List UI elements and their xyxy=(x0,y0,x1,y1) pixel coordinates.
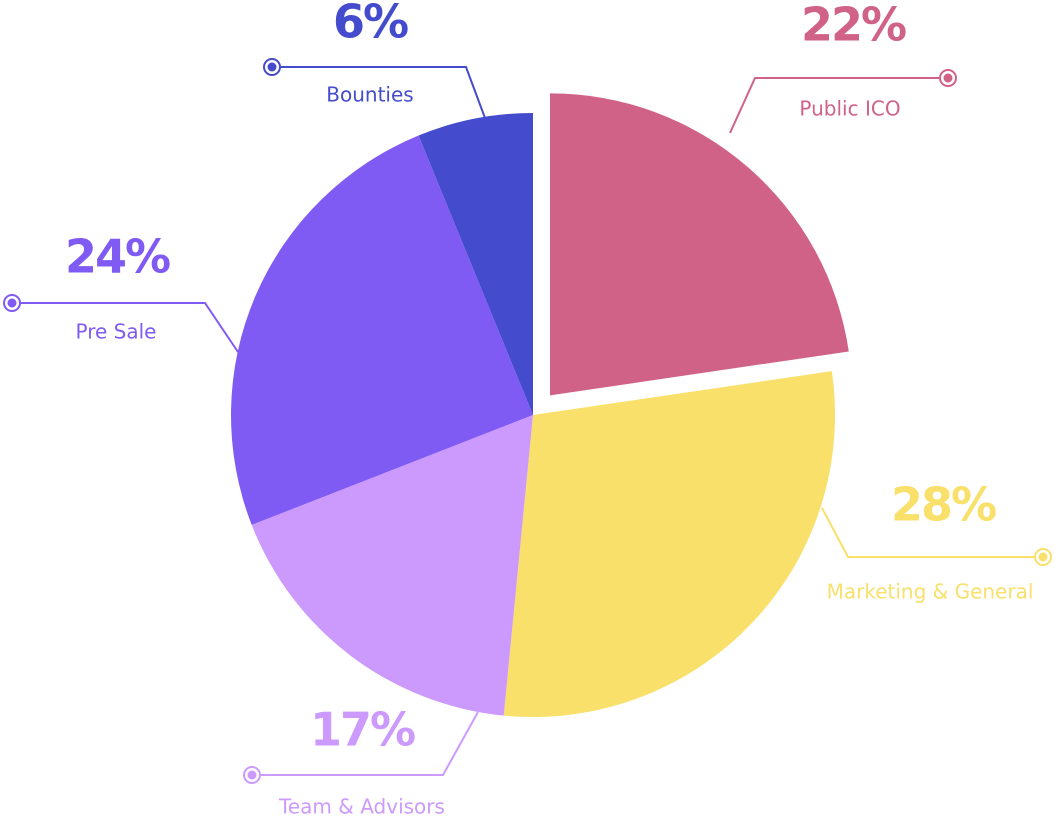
value-label: 28% xyxy=(891,478,996,532)
pie-slice xyxy=(549,93,849,396)
pie-slice xyxy=(418,113,533,415)
slice-label: Marketing & General xyxy=(827,580,1034,604)
leader-line xyxy=(272,66,486,119)
leader-dot xyxy=(7,298,17,308)
slice-label: Pre Sale xyxy=(76,320,157,344)
value-label: 6% xyxy=(333,0,408,49)
pie-slice xyxy=(503,371,835,717)
leader-line xyxy=(12,302,239,353)
pie-slice xyxy=(251,415,533,716)
value-label: 24% xyxy=(65,230,170,284)
pie-slice xyxy=(231,135,533,525)
leader-dot xyxy=(1038,552,1048,562)
leader-dot xyxy=(267,62,277,72)
slice-label: Public ICO xyxy=(799,97,900,121)
leader-dot xyxy=(247,770,257,780)
leader-line xyxy=(729,77,948,134)
leader-dot xyxy=(943,73,953,83)
leader-line xyxy=(252,711,479,776)
value-label: 22% xyxy=(801,0,906,52)
leader-line xyxy=(821,507,1043,558)
slice-label: Team & Advisors xyxy=(278,795,445,818)
value-label: 17% xyxy=(310,703,415,757)
slice-label: Bounties xyxy=(326,83,413,107)
